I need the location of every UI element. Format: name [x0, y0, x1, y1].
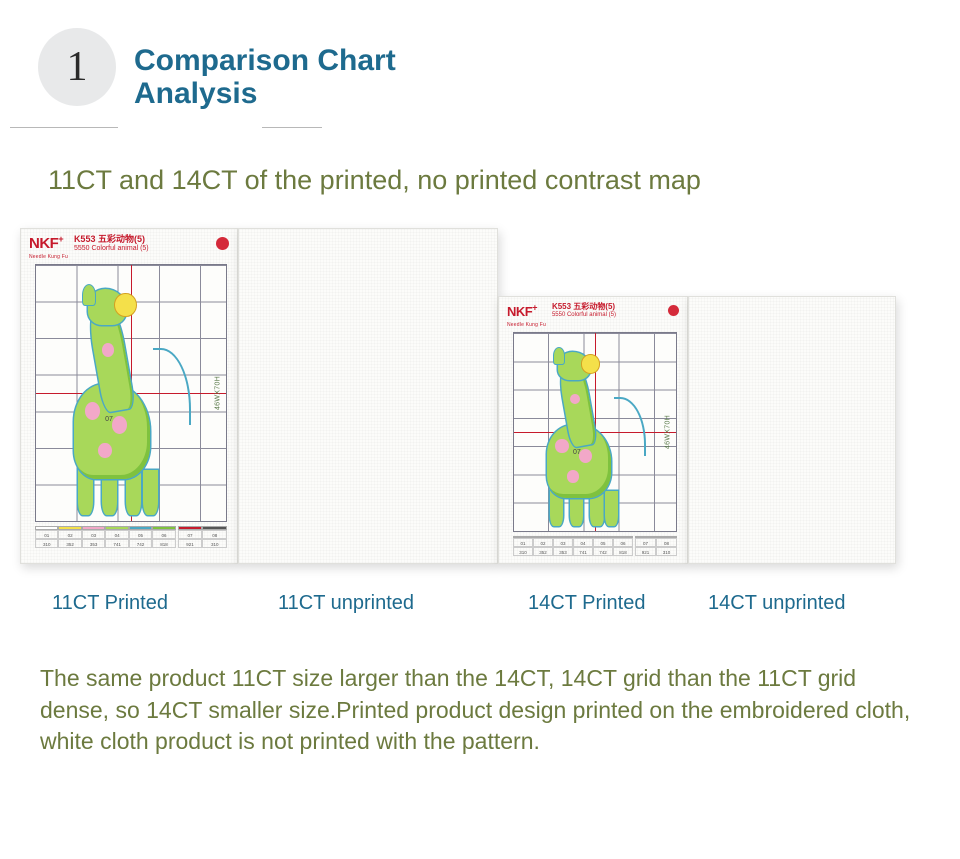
giraffe-leg — [605, 491, 618, 526]
swatch-id: 03 — [82, 530, 105, 539]
red-dot-icon — [668, 305, 679, 316]
swatch-id: 03 — [553, 538, 573, 547]
giraffe-ear — [83, 285, 95, 305]
pattern-title-block: K553 五彩动物(5) 5550 Colorful animal (5) — [74, 235, 149, 253]
center-marker: 07 — [105, 416, 113, 423]
giraffe-spot — [555, 439, 568, 453]
color-palette: 010203040506310352353741742818 070892131… — [35, 526, 227, 548]
giraffe-leg — [143, 470, 158, 515]
pattern-subtitle: 5550 Colorful animal (5) — [552, 312, 616, 319]
page-title: Comparison Chart Analysis — [134, 44, 396, 110]
giraffe-spot — [102, 343, 114, 357]
aida-texture — [239, 229, 497, 563]
step-number-badge: 1 — [38, 28, 116, 106]
product-11ct-printed: NKF+ Needle Kung Fu K553 五彩动物(5) 5550 Co… — [20, 228, 238, 564]
giraffe-spot — [567, 470, 579, 482]
swatch-id: 08 — [656, 538, 677, 547]
giraffe-tail — [614, 397, 646, 456]
caption-11ct-unprinted: 11CT unprinted — [238, 592, 498, 615]
pattern-title-block: K553 五彩动物(5) 5550 Colorful animal (5) — [552, 303, 616, 318]
giraffe-flower — [115, 294, 136, 317]
brand-tagline: Needle Kung Fu — [507, 322, 546, 328]
caption-14ct-unprinted: 14CT unprinted — [688, 592, 896, 615]
swatch-id: 06 — [613, 538, 633, 547]
red-dot-icon — [216, 237, 229, 250]
giraffe-tail — [153, 348, 191, 425]
swatch-code: 352 — [533, 547, 553, 556]
caption-11ct-printed: 11CT Printed — [20, 592, 238, 615]
products-row: NKF+ Needle Kung Fu K553 五彩动物(5) 5550 Co… — [0, 228, 960, 564]
size-label: 46WX70H — [214, 376, 221, 410]
palette-left: 010203040506 310352353741742818 — [35, 526, 176, 548]
swatch-id: 06 — [152, 530, 175, 539]
swatch-id: 01 — [513, 538, 533, 547]
title-line-1: Comparison Chart — [134, 44, 396, 77]
swatch-code: 310 — [35, 539, 58, 548]
swatch-code: 742 — [593, 547, 613, 556]
swatch-id: 04 — [573, 538, 593, 547]
pattern-code: K553 五彩动物(5) — [74, 235, 149, 245]
swatch-id: 05 — [593, 538, 613, 547]
swatch-code: 310 — [202, 539, 227, 548]
brand-tagline: Needle Kung Fu — [29, 254, 68, 260]
captions-row: 11CT Printed 11CT unprinted 14CT Printed… — [0, 592, 960, 615]
swatch-id: 02 — [58, 530, 81, 539]
product-14ct-printed: NKF+ Needle Kung Fu K553 五彩动物(5) 5550 Co… — [498, 296, 688, 564]
chart-grid-11: 46WX70H 07 — [35, 264, 227, 522]
divider-right — [262, 127, 322, 128]
brand-block: NKF+ Needle Kung Fu — [507, 303, 546, 328]
caption-14ct-printed: 14CT Printed — [498, 592, 688, 615]
giraffe-spot — [98, 443, 112, 459]
header: 1 Comparison Chart Analysis — [0, 0, 960, 135]
pattern-header: NKF+ Needle Kung Fu K553 五彩动物(5) 5550 Co… — [21, 229, 237, 262]
swatch-code: 742 — [129, 539, 152, 548]
swatch-id: 04 — [105, 530, 128, 539]
pattern-code: K553 五彩动物(5) — [552, 303, 616, 312]
palette-right: 0708921310 — [635, 536, 677, 554]
aida-texture — [689, 297, 895, 563]
divider-left — [10, 127, 118, 128]
swatch-code: 741 — [105, 539, 128, 548]
swatch-code: 310 — [656, 547, 677, 556]
giraffe-spot — [112, 416, 127, 434]
brand-logo: NKF+ — [507, 304, 537, 319]
swatch-id: 05 — [129, 530, 152, 539]
brand-block: NKF+ Needle Kung Fu — [29, 235, 68, 260]
palette-left: 010203040506 310352353741742818 — [513, 536, 633, 554]
swatch-id: 07 — [635, 538, 656, 547]
swatch-code: 818 — [152, 539, 175, 548]
swatch-id: 08 — [202, 530, 227, 539]
swatch-code: 818 — [613, 547, 633, 556]
product-11ct-unprinted — [238, 228, 498, 564]
swatch-code: 741 — [573, 547, 593, 556]
giraffe-ear — [554, 348, 564, 364]
swatch-code: 921 — [635, 547, 656, 556]
description-text: The same product 11CT size larger than t… — [0, 615, 960, 758]
color-palette: 010203040506310352353741742818 070892131… — [513, 536, 677, 554]
swatch-code: 353 — [553, 547, 573, 556]
pattern-subtitle: 5550 Colorful animal (5) — [74, 245, 149, 253]
subheading: 11CT and 14CT of the printed, no printed… — [0, 165, 960, 196]
swatch-id: 01 — [35, 530, 58, 539]
giraffe-spot — [85, 402, 100, 420]
brand-logo: NKF+ — [29, 235, 63, 252]
center-marker: 07 — [573, 449, 581, 456]
giraffe-illustration: 07 — [44, 280, 215, 505]
giraffe-flower — [582, 355, 599, 372]
swatch-id: 02 — [533, 538, 553, 547]
swatch-code: 310 — [513, 547, 533, 556]
swatch-code: 353 — [82, 539, 105, 548]
chart-grid-14: 46WX70H 07 — [513, 332, 677, 532]
pattern-header: NKF+ Needle Kung Fu K553 五彩动物(5) 5550 Co… — [499, 297, 687, 330]
swatch-code: 352 — [58, 539, 81, 548]
swatch-id: 07 — [178, 530, 203, 539]
product-14ct-unprinted — [688, 296, 896, 564]
giraffe-illustration: 07 — [520, 345, 666, 519]
swatch-code: 921 — [178, 539, 203, 548]
title-line-2: Analysis — [134, 77, 396, 110]
palette-right: 0708921310 — [178, 526, 227, 548]
